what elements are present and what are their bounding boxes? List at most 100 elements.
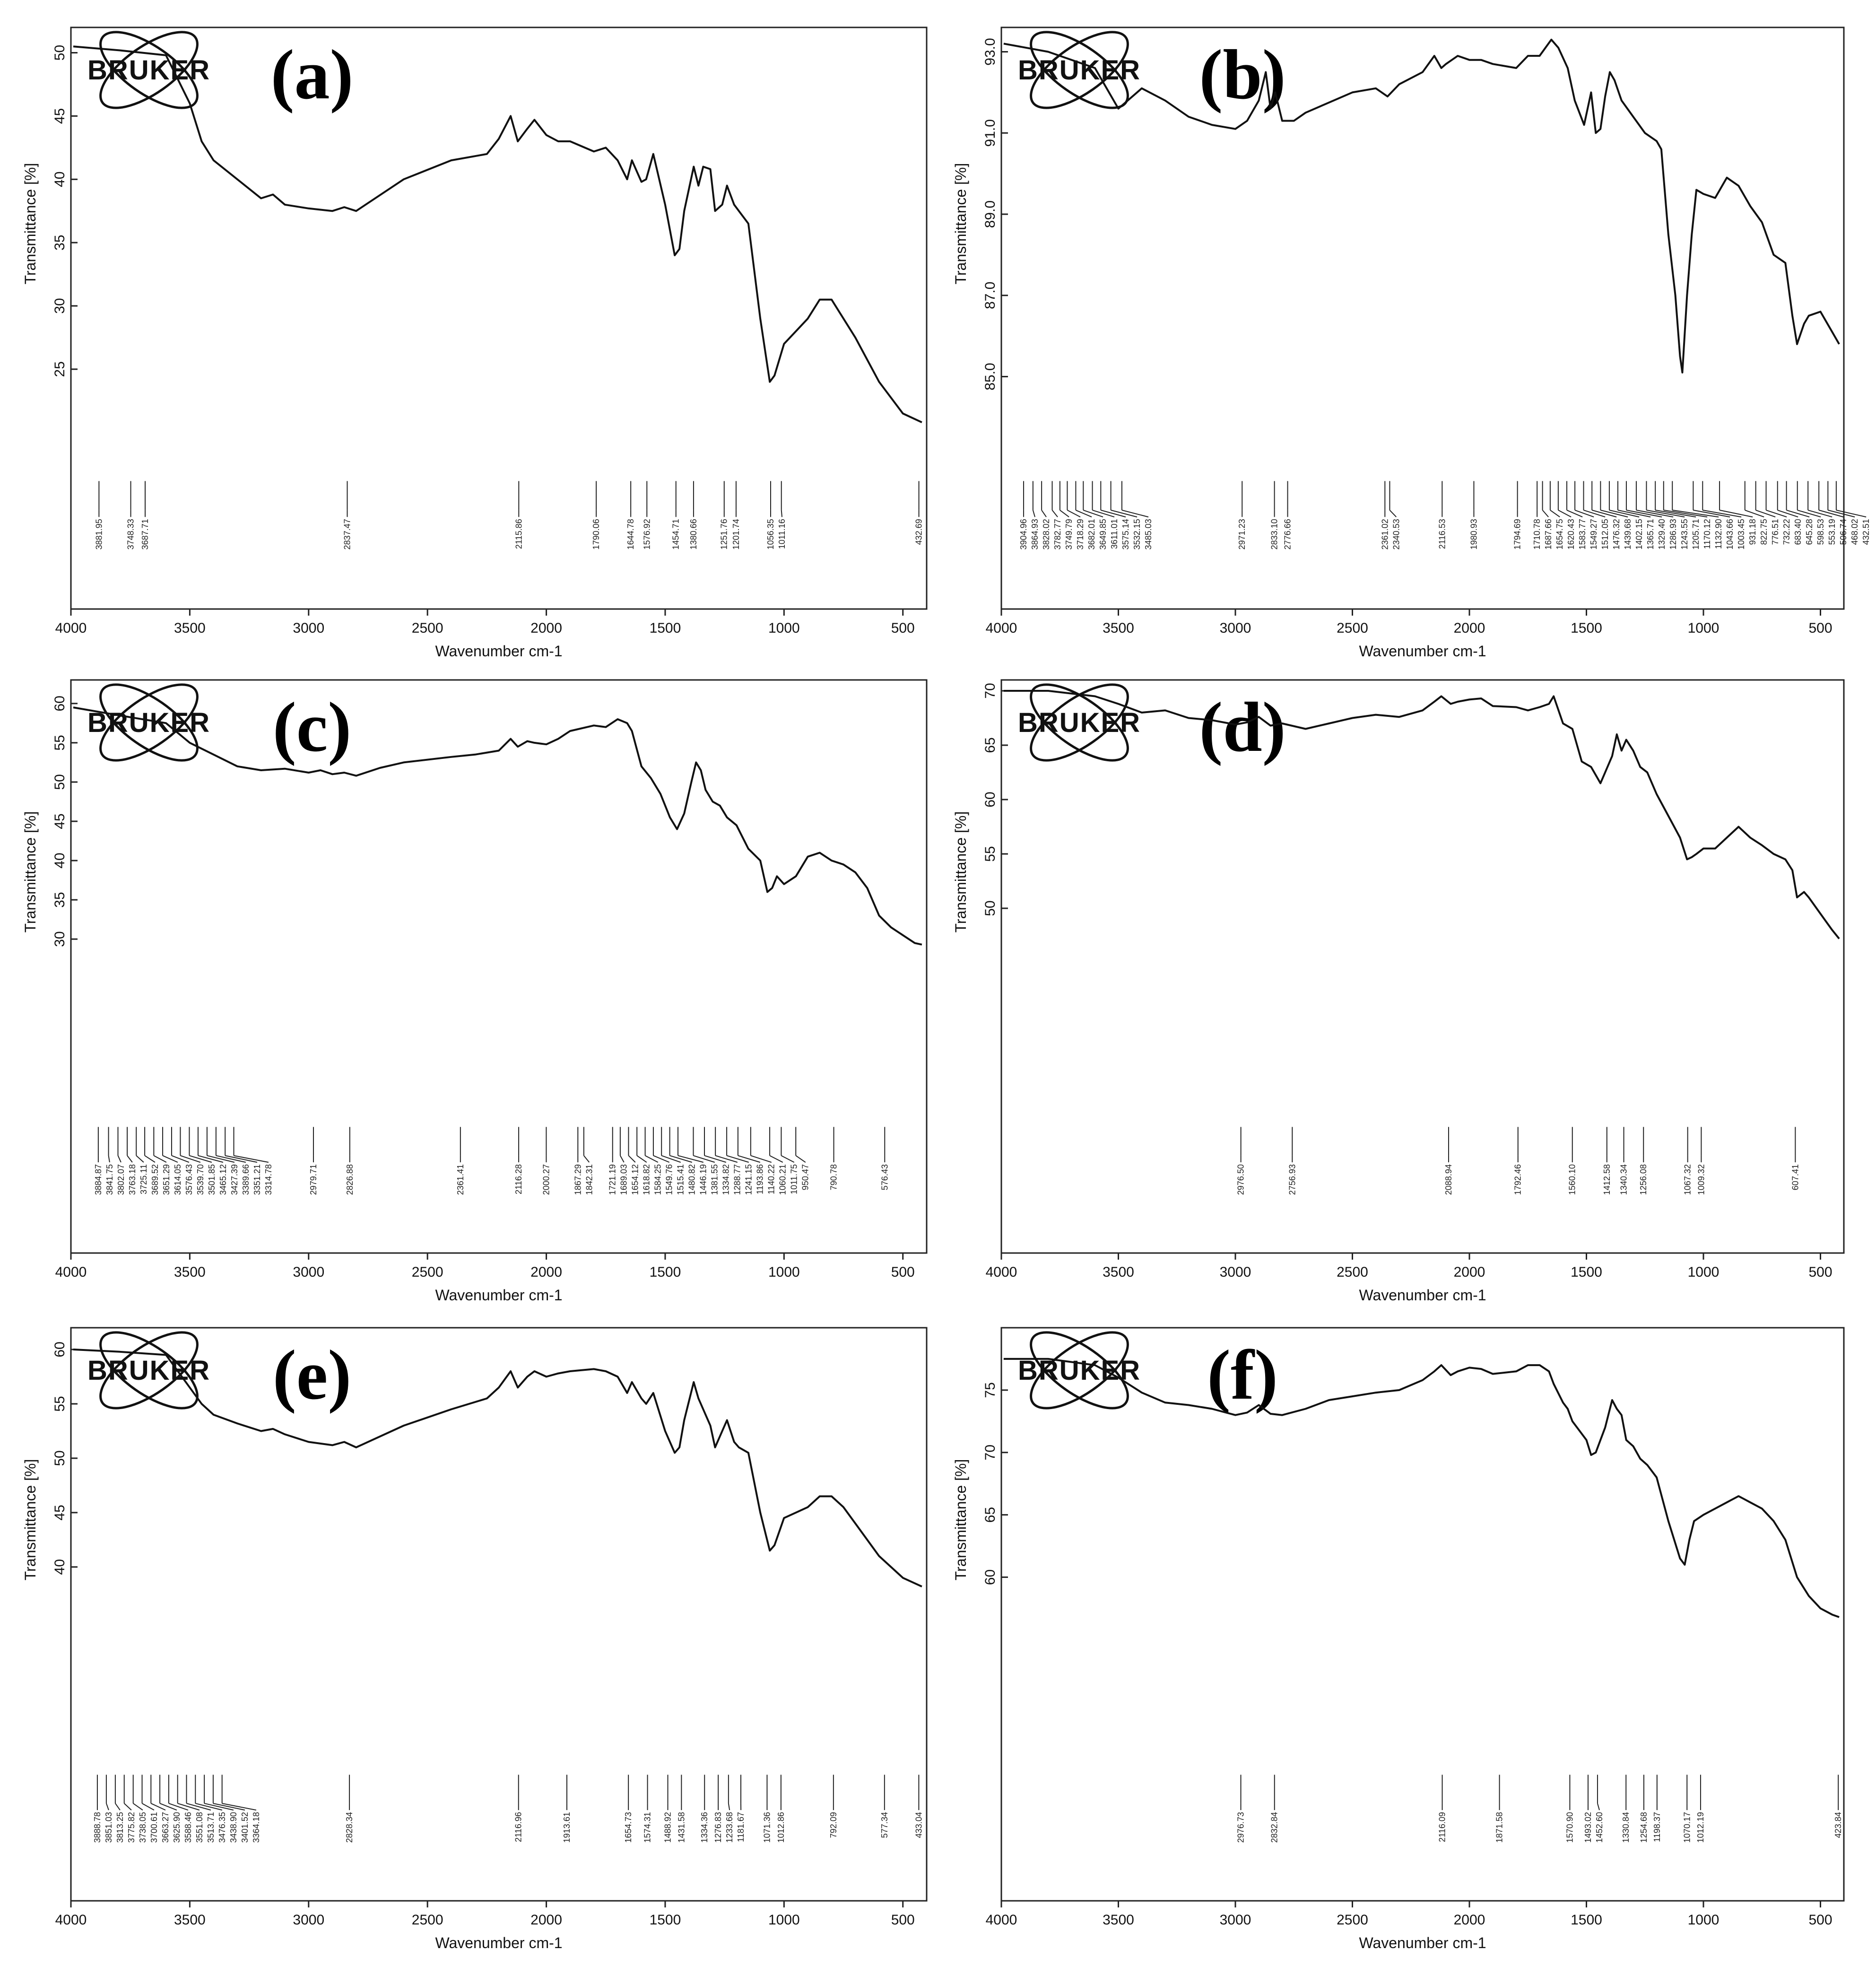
peak-label: 1710.78 [1532, 519, 1542, 549]
peak-label: 3476.35 [217, 1812, 227, 1843]
peak-label: 1205.71 [1691, 519, 1701, 549]
x-tick-label: 500 [891, 1264, 915, 1280]
peak-label: 1476.32 [1612, 519, 1621, 549]
peak-label: 2116.96 [514, 1812, 523, 1842]
peak-label: 3763.18 [128, 1164, 137, 1195]
peak-label: 3725.11 [139, 1164, 148, 1194]
peak-label: 3501.85 [207, 1164, 217, 1195]
peak-label: 776.51 [1771, 519, 1780, 545]
peak-label: 3881.95 [94, 519, 104, 549]
peak-label: 3314.78 [264, 1164, 273, 1195]
chart-panel-e: BRUKER (e) 60 55 50 45 40 4000 3500 3000 2500 2000 1… [22, 1327, 928, 1951]
peak-label: 1576.92 [642, 519, 651, 549]
x-axis-title: Wavenumber cm-1 [1359, 643, 1486, 660]
peak-leader [115, 1803, 121, 1811]
peak-leader [133, 1803, 143, 1811]
x-tick-label: 3500 [174, 620, 206, 636]
peak-leader [1092, 509, 1115, 518]
peak-label: 1402.15 [1634, 519, 1644, 549]
peak-label: 1381.55 [710, 1164, 720, 1195]
peak-label: 2828.34 [345, 1812, 354, 1843]
x-tick-label: 500 [1808, 620, 1832, 636]
peak-label: 683.40 [1793, 519, 1803, 545]
peak-leader [186, 1802, 211, 1811]
x-tick-label: 3000 [1220, 1264, 1251, 1280]
y-tick-label: 25 [52, 361, 68, 377]
y-tick-label: 45 [52, 813, 68, 829]
peak-label: 1446.19 [699, 1164, 708, 1195]
x-tick-label: 4000 [986, 620, 1017, 636]
peak-label: 3888.78 [93, 1812, 102, 1843]
peak-leader [738, 1155, 761, 1163]
x-tick-label: 1000 [1688, 1912, 1720, 1928]
peak-leader [1600, 509, 1628, 518]
peak-label: 1276.83 [713, 1812, 723, 1843]
peak-label: 423.84 [1833, 1812, 1843, 1838]
peak-leader [726, 1155, 749, 1163]
peak-label: 2361.02 [1380, 519, 1390, 549]
peak-label: 3775.82 [127, 1812, 136, 1843]
y-tick-label: 91.0 [982, 119, 998, 147]
peak-label: 2832.84 [1270, 1812, 1279, 1843]
peak-label: 1654.75 [1555, 519, 1564, 549]
peak-leader [189, 1155, 212, 1163]
panel-letter: (b) [1199, 35, 1285, 114]
peak-label: 1251.76 [720, 519, 729, 549]
y-tick-label: 50 [52, 45, 68, 61]
peak-leader [636, 1155, 647, 1163]
logo-text: BRUKER [1018, 1355, 1141, 1386]
peak-leader [715, 1155, 738, 1163]
peak-label: 3651.29 [162, 1164, 171, 1195]
peak-leader [198, 1155, 224, 1163]
peak-label: 1913.61 [562, 1812, 572, 1843]
peak-leader [1566, 509, 1583, 518]
y-axis-title: Transmittance [%] [22, 163, 39, 285]
peak-label: 3864.93 [1030, 519, 1040, 549]
peak-leader [153, 1155, 167, 1163]
peak-leader [620, 1155, 625, 1163]
peak-label: 607.41 [1790, 1164, 1800, 1190]
peak-label: 1488.92 [663, 1812, 673, 1843]
peak-leader [1636, 509, 1674, 518]
x-tick-label: 1500 [650, 1264, 681, 1280]
y-tick-label: 70 [982, 683, 998, 698]
peak-leader [677, 1155, 704, 1163]
peak-label: 1198.37 [1652, 1812, 1662, 1842]
y-tick-label: 75 [982, 1382, 998, 1398]
x-tick-label: 1000 [1688, 1264, 1720, 1280]
peak-label: 1452.60 [1595, 1812, 1604, 1843]
plot-frame [1000, 1327, 1845, 1902]
peak-label: 1687.66 [1544, 519, 1553, 549]
peak-label: 3438.90 [229, 1812, 238, 1843]
y-tick-label: 40 [52, 853, 68, 868]
peak-leader [704, 1155, 727, 1163]
peak-label: 1439.68 [1623, 519, 1633, 549]
peak-leader [1076, 509, 1092, 518]
peak-label: 2979.71 [309, 1164, 318, 1195]
peak-label: 3748.33 [126, 519, 136, 549]
peak-leader [1836, 509, 1867, 518]
spectrum-line [1003, 690, 1840, 940]
y-tick-label: 60 [52, 696, 68, 711]
peak-label: 433.04 [914, 1812, 923, 1838]
peak-label: 3611.01 [1110, 519, 1119, 549]
logo-orbit-2 [99, 31, 199, 109]
peak-leader [769, 1155, 783, 1163]
peak-label: 2826.88 [345, 1164, 355, 1195]
peak-label: 2088.94 [1444, 1164, 1453, 1195]
peak-leader [1617, 509, 1651, 518]
peak-label: 1867.29 [573, 1164, 582, 1195]
peak-leader [653, 1155, 670, 1163]
peak-leader [105, 1803, 109, 1811]
peak-leader [150, 1803, 166, 1811]
y-tick-label: 60 [52, 1341, 68, 1357]
peak-label: 1871.58 [1495, 1812, 1504, 1843]
peak-label: 1560.10 [1568, 1164, 1577, 1195]
spectrum-line [73, 1349, 922, 1588]
peak-leader [628, 1155, 636, 1163]
peak-label: 732.22 [1782, 519, 1791, 545]
peak-label: 3663.27 [161, 1812, 170, 1843]
peak-leader [1121, 509, 1149, 518]
peak-label: 931.18 [1748, 519, 1757, 545]
peak-leader [669, 1155, 693, 1163]
